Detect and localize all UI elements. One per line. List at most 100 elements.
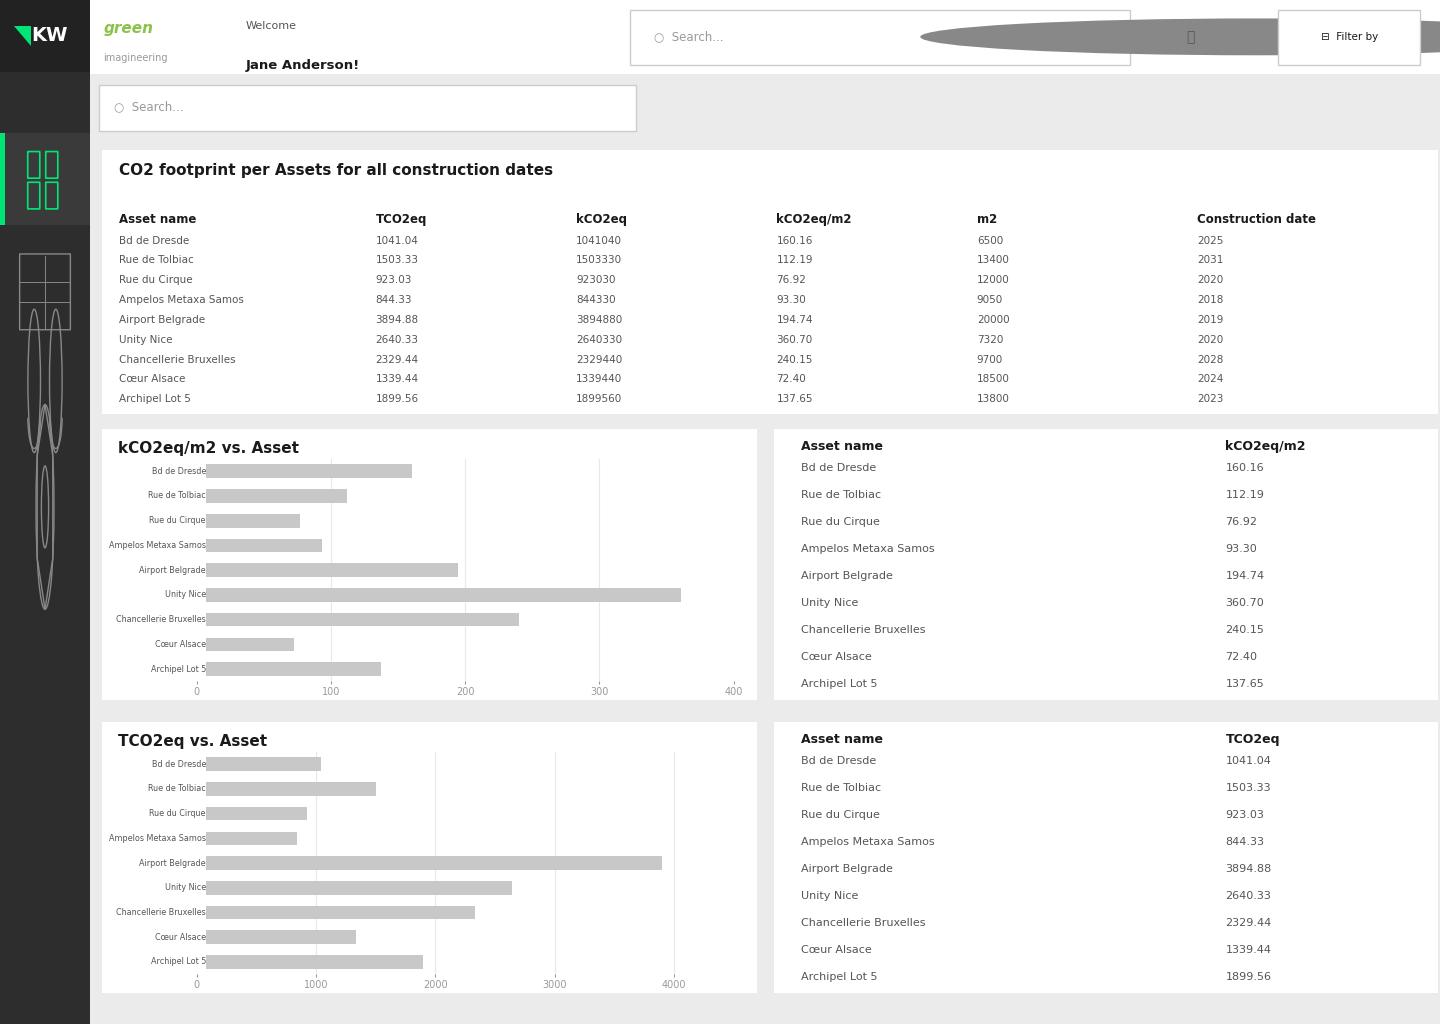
Text: Archipel Lot 5: Archipel Lot 5 (801, 679, 877, 689)
Text: 923.03: 923.03 (376, 275, 412, 286)
Text: Cœur Alsace: Cœur Alsace (156, 933, 206, 942)
Bar (196, 663, 382, 676)
Text: imagineering: imagineering (104, 53, 168, 63)
Text: 2020: 2020 (1197, 275, 1224, 286)
Text: TCO2eq: TCO2eq (376, 213, 426, 226)
Text: 194.74: 194.74 (776, 315, 812, 325)
Text: Rue de Tolbiac: Rue de Tolbiac (148, 784, 206, 794)
Text: Bd de Dresde: Bd de Dresde (801, 464, 876, 473)
Text: ○  Search...: ○ Search... (114, 100, 183, 114)
Text: 72.40: 72.40 (1225, 652, 1257, 663)
Text: Rue de Tolbiac: Rue de Tolbiac (801, 783, 881, 794)
Text: TCO2eq: TCO2eq (1225, 733, 1280, 745)
Bar (0, 133, 6, 225)
Text: Chancellerie Bruxelles: Chancellerie Bruxelles (801, 919, 924, 928)
Text: 112.19: 112.19 (1225, 490, 1264, 501)
Text: 1899.56: 1899.56 (1225, 972, 1272, 982)
Text: 137.65: 137.65 (776, 394, 812, 404)
Text: ○  Search...: ○ Search... (654, 31, 724, 43)
Text: 360.70: 360.70 (776, 335, 812, 345)
Text: kCO2eq: kCO2eq (576, 213, 626, 226)
Bar (196, 831, 297, 845)
Text: Airport Belgrade: Airport Belgrade (140, 565, 206, 574)
Bar (196, 563, 458, 577)
Text: Welcome: Welcome (245, 20, 297, 31)
Text: Archipel Lot 5: Archipel Lot 5 (801, 972, 877, 982)
Text: Rue du Cirque: Rue du Cirque (801, 810, 880, 820)
Bar (196, 489, 347, 503)
Text: TCO2eq vs. Asset: TCO2eq vs. Asset (118, 734, 266, 750)
Text: kCO2eq/m2: kCO2eq/m2 (776, 213, 852, 226)
Text: 12000: 12000 (976, 275, 1009, 286)
Text: 1899.56: 1899.56 (376, 394, 419, 404)
Text: 🔔: 🔔 (1187, 30, 1194, 44)
Text: 844330: 844330 (576, 295, 615, 305)
Text: 1339.44: 1339.44 (376, 375, 419, 384)
Text: Cœur Alsace: Cœur Alsace (156, 640, 206, 649)
Text: Asset name: Asset name (120, 213, 196, 226)
Text: Airport Belgrade: Airport Belgrade (801, 864, 893, 874)
Bar (196, 782, 376, 796)
Text: 2031: 2031 (1197, 255, 1224, 265)
Text: 2640.33: 2640.33 (1225, 891, 1272, 901)
Text: 1041.04: 1041.04 (376, 236, 419, 246)
Text: Rue de Tolbiac: Rue de Tolbiac (801, 490, 881, 501)
Text: Jane Anderson!: Jane Anderson! (245, 59, 360, 72)
Text: 18500: 18500 (976, 375, 1009, 384)
Text: Bd de Dresde: Bd de Dresde (120, 236, 189, 246)
Text: 6500: 6500 (976, 236, 1004, 246)
Text: Unity Nice: Unity Nice (120, 335, 173, 345)
Text: m2: m2 (976, 213, 996, 226)
Text: Ampelos Metaxa Samos: Ampelos Metaxa Samos (109, 834, 206, 843)
Bar (196, 465, 412, 478)
Text: 76.92: 76.92 (1225, 517, 1257, 527)
Bar (196, 588, 681, 602)
Text: Asset name: Asset name (801, 733, 883, 745)
Bar (196, 955, 423, 969)
Polygon shape (13, 26, 32, 46)
Text: 72.40: 72.40 (776, 375, 806, 384)
Text: Archipel Lot 5: Archipel Lot 5 (120, 394, 190, 404)
Text: 9700: 9700 (976, 354, 1004, 365)
Text: 1503.33: 1503.33 (376, 255, 419, 265)
Text: kCO2eq/m2 vs. Asset: kCO2eq/m2 vs. Asset (118, 441, 300, 457)
Text: Unity Nice: Unity Nice (801, 598, 858, 608)
Text: CO2 footprint per Assets for all construction dates: CO2 footprint per Assets for all constru… (120, 163, 553, 178)
Bar (196, 758, 321, 771)
Text: 112.19: 112.19 (776, 255, 812, 265)
Text: 2020: 2020 (1197, 335, 1224, 345)
Text: 2024: 2024 (1197, 375, 1224, 384)
Text: 1339440: 1339440 (576, 375, 622, 384)
FancyBboxPatch shape (99, 85, 636, 131)
Text: 844.33: 844.33 (1225, 838, 1264, 847)
FancyBboxPatch shape (1279, 10, 1420, 65)
Text: Rue de Tolbiac: Rue de Tolbiac (120, 255, 193, 265)
Text: Archipel Lot 5: Archipel Lot 5 (151, 665, 206, 674)
Text: 2329.44: 2329.44 (376, 354, 419, 365)
Text: Asset name: Asset name (801, 440, 883, 453)
Text: 2019: 2019 (1197, 315, 1224, 325)
Text: Airport Belgrade: Airport Belgrade (140, 858, 206, 867)
Bar (196, 807, 307, 820)
Text: Rue de Tolbiac: Rue de Tolbiac (148, 492, 206, 501)
Text: Airport Belgrade: Airport Belgrade (120, 315, 204, 325)
Bar (196, 539, 323, 552)
Text: Chancellerie Bruxelles: Chancellerie Bruxelles (117, 615, 206, 624)
Text: Cœur Alsace: Cœur Alsace (801, 652, 871, 663)
Text: 1041040: 1041040 (576, 236, 622, 246)
Text: Construction date: Construction date (1197, 213, 1316, 226)
Text: 7320: 7320 (976, 335, 1004, 345)
Bar (196, 856, 661, 869)
Text: 137.65: 137.65 (1225, 679, 1264, 689)
Text: Ampelos Metaxa Samos: Ampelos Metaxa Samos (109, 541, 206, 550)
Bar (196, 514, 300, 527)
Text: 13800: 13800 (976, 394, 1009, 404)
Text: 2329.44: 2329.44 (1225, 919, 1272, 928)
Text: ⊟  Filter by: ⊟ Filter by (1320, 32, 1378, 42)
Text: 240.15: 240.15 (1225, 626, 1264, 635)
Bar (196, 638, 294, 651)
Text: Rue du Cirque: Rue du Cirque (150, 809, 206, 818)
Text: green: green (104, 20, 154, 36)
Circle shape (920, 18, 1440, 55)
Text: Rue du Cirque: Rue du Cirque (150, 516, 206, 525)
